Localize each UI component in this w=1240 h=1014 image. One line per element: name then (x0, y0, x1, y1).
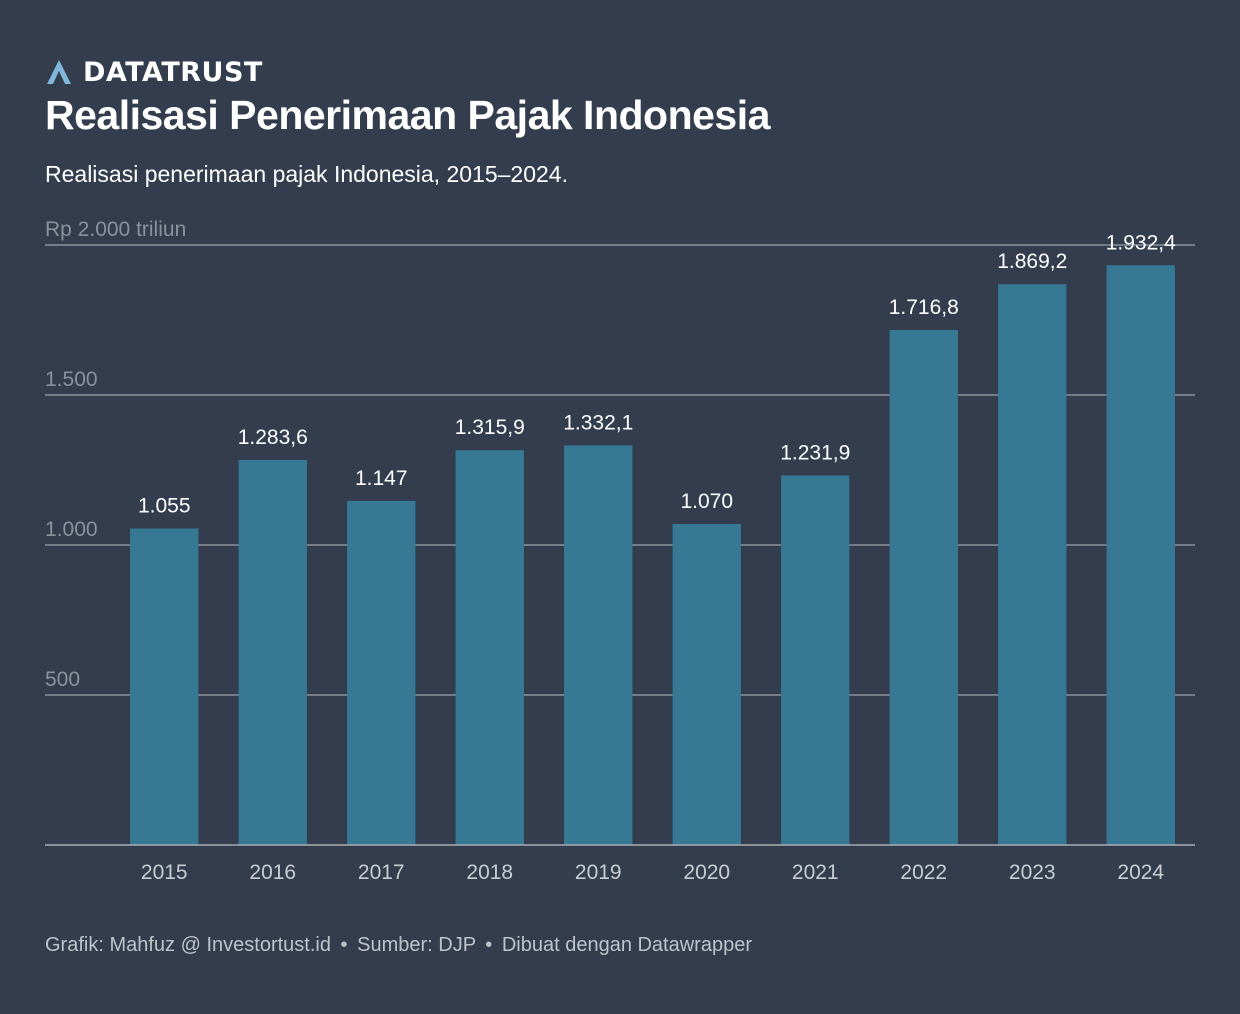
bar-value-label: 1.315,9 (455, 416, 525, 439)
bar-2016 (238, 459, 307, 845)
bar-value-label: 1.070 (680, 490, 733, 513)
bar-2017 (347, 500, 416, 845)
x-tick-label: 2022 (900, 861, 947, 884)
bar-value-label: 1.932,4 (1106, 231, 1176, 254)
y-tick-label: Rp 2.000 triliun (45, 218, 186, 241)
x-tick-label: 2021 (792, 861, 839, 884)
bar-value-label: 1.716,8 (889, 296, 959, 319)
chart-header: DATATRUST Realisasi Penerimaan Pajak Ind… (45, 56, 1195, 188)
footer-source: Sumber: DJP (357, 934, 476, 956)
axis-layer: 2015 2016 2017 2018 2019 2020 2021 2022 2023 2024 (45, 844, 1195, 884)
brand-name: DATATRUST (83, 56, 263, 88)
brand: DATATRUST (45, 56, 1195, 88)
footer-tool: Dibuat dengan Datawrapper (501, 934, 752, 956)
chart-title: Realisasi Penerimaan Pajak Indonesia (45, 92, 770, 138)
y-tick-label: 1.500 (45, 368, 98, 391)
bar-2018 (455, 450, 524, 845)
x-tick-label: 2015 (141, 861, 188, 884)
y-tick-label: 500 (45, 668, 80, 691)
labels-layer: 1.055 1.283,6 1.147 1.315,9 1.332,1 1.070 1.23… (138, 231, 1176, 517)
bar-value-label: 1.283,6 (238, 426, 308, 449)
bar-2021 (781, 475, 850, 845)
x-tick-label: 2017 (358, 861, 405, 884)
footer-credit: Grafik: Mahfuz @ Investortust.id (45, 934, 331, 956)
footer-separator: • (340, 934, 348, 956)
bar-2015 (130, 528, 199, 845)
chart-subtitle: Realisasi penerimaan pajak Indonesia, 20… (45, 161, 568, 187)
bar-value-label: 1.055 (138, 495, 191, 518)
bar-2023 (998, 284, 1067, 845)
bar-2020 (672, 524, 741, 845)
x-tick-label: 2018 (466, 861, 513, 884)
x-tick-label: 2016 (249, 861, 296, 884)
x-tick-label: 2019 (575, 861, 622, 884)
bar-value-label: 1.147 (355, 467, 408, 490)
x-tick-label: 2024 (1117, 861, 1164, 884)
bar-value-label: 1.231,9 (780, 441, 850, 464)
footer-separator: • (485, 934, 493, 956)
bar-2019 (564, 445, 633, 845)
x-tick-label: 2023 (1009, 861, 1056, 884)
datatrust-logo-icon (47, 60, 71, 84)
chart-footer: Grafik: Mahfuz @ Investortust.id • Sumbe… (45, 934, 752, 957)
bar-value-label: 1.332,1 (563, 411, 633, 434)
bar-2022 (889, 329, 958, 846)
x-tick-label: 2020 (683, 861, 730, 884)
bar-value-label: 1.869,2 (997, 250, 1067, 273)
bar-2024 (1106, 265, 1175, 845)
bars-layer (130, 265, 1175, 846)
y-tick-label: 1.000 (45, 518, 98, 541)
